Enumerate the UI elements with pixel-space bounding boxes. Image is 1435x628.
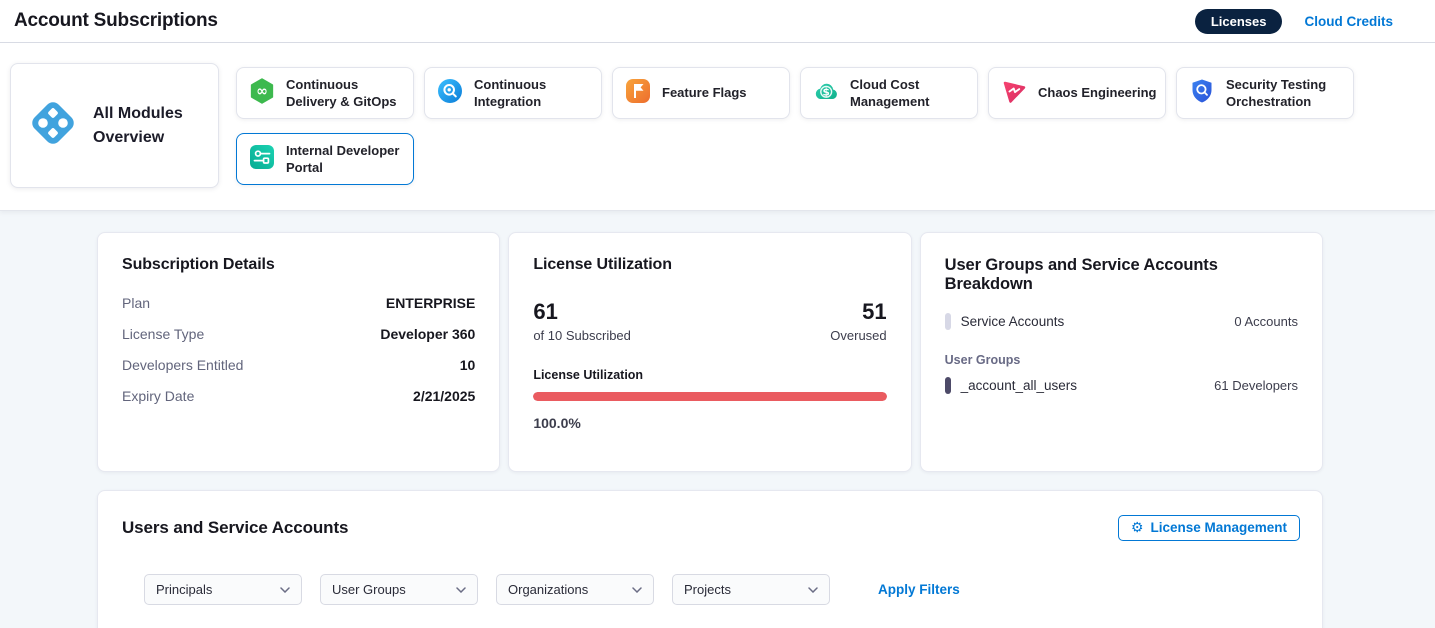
- licenses-tab[interactable]: Licenses: [1194, 8, 1283, 34]
- filter-label: Organizations: [508, 582, 589, 597]
- detail-label: Plan: [122, 295, 151, 311]
- user-group-value: 61 Developers: [1214, 378, 1298, 393]
- module-label: Continuous Delivery & GitOps: [286, 76, 397, 109]
- idp-icon: [249, 144, 275, 175]
- detail-row-license-type: License Type Developer 360: [122, 326, 475, 342]
- detail-value: ENTERPRISE: [385, 295, 476, 311]
- module-card-continuous-delivery[interactable]: ∞ Continuous Delivery & GitOps: [236, 67, 414, 119]
- used-count: 61: [533, 299, 558, 324]
- license-management-label: License Management: [1150, 520, 1287, 535]
- filter-label: Principals: [156, 582, 213, 597]
- license-utilization-stats: 61 of 10 Subscribed 51 Overused: [533, 299, 886, 343]
- content-area: Subscription Details Plan ENTERPRISE Lic…: [0, 211, 1435, 628]
- user-groups-subheading: User Groups: [944, 353, 1021, 367]
- header-tabs: Licenses Cloud Credits: [1194, 8, 1393, 34]
- page-title: Account Subscriptions: [14, 10, 218, 31]
- users-service-accounts-card: Users and Service Accounts ⚙ License Man…: [97, 490, 1323, 628]
- apply-filters-link[interactable]: Apply Filters: [878, 582, 960, 597]
- svg-text:∞: ∞: [256, 83, 268, 99]
- module-card-chaos-engineering[interactable]: Chaos Engineering: [988, 67, 1166, 119]
- service-accounts-row: Service Accounts 0 Accounts: [944, 313, 1298, 330]
- principals-filter-select[interactable]: Principals: [144, 574, 302, 605]
- service-accounts-label: Service Accounts: [960, 314, 1065, 329]
- chaos-icon: [1001, 78, 1027, 109]
- module-label: Security Testing Orchestration: [1226, 76, 1327, 109]
- module-label: Continuous Integration: [474, 76, 547, 109]
- users-header: Users and Service Accounts ⚙ License Man…: [122, 515, 1300, 541]
- top-header: Account Subscriptions Licenses Cloud Cre…: [0, 0, 1435, 43]
- summary-cards-row: Subscription Details Plan ENTERPRISE Lic…: [97, 232, 1323, 472]
- detail-label: License Type: [122, 326, 205, 342]
- all-modules-overview-label: All Modules Overview: [93, 104, 183, 146]
- filters-row: Principals User Groups Organizations Pro…: [144, 574, 1300, 605]
- cd-gitops-icon: ∞: [249, 77, 275, 109]
- svg-text:$: $: [823, 86, 830, 98]
- detail-row-plan: Plan ENTERPRISE: [122, 295, 475, 311]
- module-card-continuous-integration[interactable]: Continuous Integration: [424, 67, 602, 119]
- all-modules-icon: [27, 97, 79, 154]
- module-grid: ∞ Continuous Delivery & GitOps Continuou…: [236, 67, 1366, 185]
- overused-count: 51: [862, 299, 887, 324]
- subscription-detail-rows: Plan ENTERPRISE License Type Developer 3…: [122, 295, 475, 404]
- chevron-down-icon: [808, 586, 818, 593]
- overused-caption: Overused: [830, 328, 887, 343]
- breakdown-title: User Groups and Service Accounts Breakdo…: [944, 256, 1218, 293]
- filter-label: User Groups: [332, 582, 406, 597]
- detail-value: Developer 360: [380, 326, 476, 342]
- module-card-feature-flags[interactable]: Feature Flags: [612, 67, 790, 119]
- user-group-name: _account_all_users: [960, 378, 1077, 393]
- module-strip: All Modules Overview ∞ Continuous Delive…: [0, 43, 1435, 211]
- user-group-marker: [944, 377, 951, 394]
- chevron-down-icon: [632, 586, 642, 593]
- feature-flags-icon: [625, 78, 651, 109]
- filter-label: Projects: [684, 582, 731, 597]
- detail-label: Expiry Date: [122, 388, 195, 404]
- service-accounts-marker: [944, 313, 951, 330]
- all-modules-overview-card[interactable]: All Modules Overview: [10, 63, 219, 188]
- detail-value: 10: [459, 357, 476, 373]
- subscription-details-title: Subscription Details: [122, 256, 275, 273]
- module-label: Cloud Cost Management: [850, 76, 930, 109]
- users-title: Users and Service Accounts: [122, 518, 349, 537]
- module-label: Chaos Engineering: [1038, 85, 1157, 101]
- chevron-down-icon: [280, 586, 290, 593]
- breakdown-card: User Groups and Service Accounts Breakdo…: [919, 232, 1323, 472]
- user-groups-filter-select[interactable]: User Groups: [320, 574, 478, 605]
- module-card-cloud-cost[interactable]: $ Cloud Cost Management: [800, 67, 978, 119]
- cloud-credits-tab[interactable]: Cloud Credits: [1304, 13, 1393, 29]
- organizations-filter-select[interactable]: Organizations: [496, 574, 654, 605]
- subscription-details-card: Subscription Details Plan ENTERPRISE Lic…: [97, 232, 501, 472]
- license-management-button[interactable]: ⚙ License Management: [1117, 515, 1300, 541]
- license-utilization-title: License Utilization: [533, 256, 672, 273]
- utilization-bar-label: License Utilization: [533, 368, 644, 382]
- overused-stat: 51 Overused: [830, 299, 886, 343]
- detail-value: 2/21/2025: [413, 388, 476, 404]
- module-label: Internal Developer Portal: [286, 142, 400, 175]
- projects-filter-select[interactable]: Projects: [672, 574, 830, 605]
- ci-icon: [437, 78, 463, 109]
- detail-row-developers-entitled: Developers Entitled 10: [122, 357, 475, 373]
- license-utilization-card: License Utilization 61 of 10 Subscribed …: [508, 232, 912, 472]
- sto-icon: [1189, 78, 1215, 109]
- module-card-internal-developer-portal[interactable]: Internal Developer Portal: [236, 133, 414, 185]
- used-caption: of 10 Subscribed: [533, 328, 631, 343]
- gear-icon: ⚙: [1130, 519, 1144, 536]
- detail-label: Developers Entitled: [122, 357, 244, 373]
- utilization-progress-bar: [533, 392, 887, 401]
- cloud-cost-icon: $: [813, 78, 839, 109]
- service-accounts-value: 0 Accounts: [1234, 314, 1298, 329]
- utilization-progress-fill: [533, 392, 887, 401]
- chevron-down-icon: [456, 586, 466, 593]
- module-label: Feature Flags: [662, 85, 747, 101]
- user-group-row: _account_all_users 61 Developers: [944, 377, 1298, 394]
- utilization-percent: 100.0%: [533, 415, 581, 431]
- detail-row-expiry-date: Expiry Date 2/21/2025: [122, 388, 475, 404]
- module-card-security-testing[interactable]: Security Testing Orchestration: [1176, 67, 1354, 119]
- used-stat: 61 of 10 Subscribed: [533, 299, 631, 343]
